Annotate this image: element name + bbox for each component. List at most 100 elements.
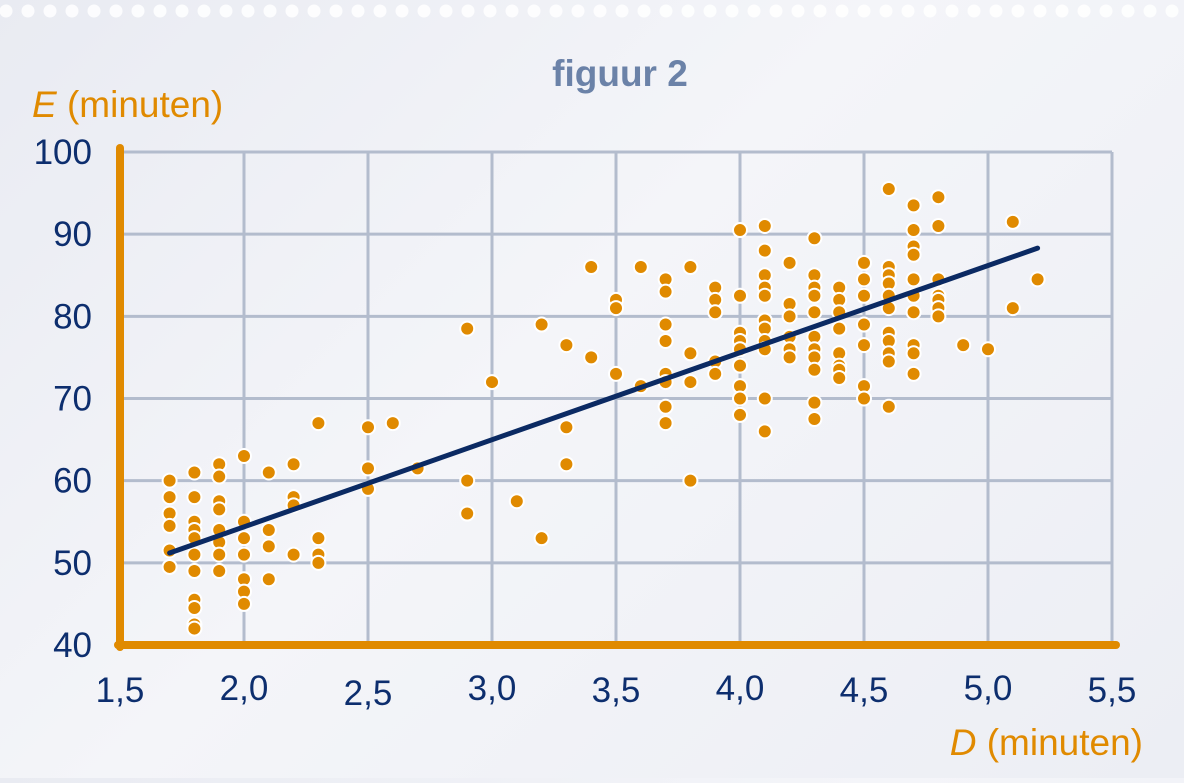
data-point <box>756 390 773 407</box>
perforation-hole <box>241 4 255 18</box>
perforation-hole <box>175 4 189 18</box>
y-tick-label: 40 <box>53 626 92 665</box>
data-point <box>211 468 228 485</box>
perforation-hole <box>417 4 431 18</box>
perforation-hole <box>197 4 211 18</box>
data-point <box>558 419 575 436</box>
data-point <box>186 489 203 506</box>
data-point <box>880 180 897 197</box>
data-points <box>161 180 1046 637</box>
x-tick-label: 4,5 <box>840 671 889 710</box>
data-point <box>831 320 848 337</box>
data-point <box>682 345 699 362</box>
data-point <box>186 600 203 617</box>
data-point <box>459 320 476 337</box>
y-tick-label: 80 <box>53 297 92 336</box>
y-axis-variable: E <box>32 84 58 125</box>
data-point <box>186 546 203 563</box>
data-point <box>186 464 203 481</box>
x-tick-label: 3,5 <box>592 671 641 710</box>
perforation-hole <box>1077 4 1091 18</box>
data-point <box>260 521 277 538</box>
perforation-hole <box>1099 4 1113 18</box>
data-point <box>236 448 252 465</box>
data-point <box>608 365 624 382</box>
data-point <box>1004 300 1021 317</box>
data-point <box>732 390 748 407</box>
data-point <box>161 472 178 489</box>
data-point <box>905 222 922 239</box>
perforation-hole <box>681 4 695 18</box>
perforation-hole <box>527 4 541 18</box>
data-point <box>310 415 327 432</box>
data-point <box>1004 213 1021 230</box>
y-tick-label: 90 <box>53 215 92 254</box>
data-point <box>657 316 674 333</box>
perforation-hole <box>109 4 123 18</box>
perforation-hole <box>637 4 651 18</box>
perforation-hole <box>1011 4 1025 18</box>
data-point <box>707 365 724 382</box>
perforation-hole <box>1033 4 1047 18</box>
data-point <box>806 361 823 378</box>
data-point <box>905 271 922 288</box>
perforation-hole <box>945 4 959 18</box>
data-point <box>905 246 922 263</box>
data-point <box>930 189 947 206</box>
data-point <box>285 456 302 473</box>
x-tick-label: 4,0 <box>716 669 765 708</box>
data-point <box>732 406 748 423</box>
data-point <box>781 308 798 325</box>
y-tick-label: 50 <box>53 544 92 583</box>
data-point <box>211 546 228 563</box>
data-point <box>161 489 178 506</box>
data-point <box>930 217 947 234</box>
perforation-hole <box>483 4 497 18</box>
data-point <box>285 546 302 563</box>
perforated-edge <box>0 4 1179 18</box>
data-point <box>533 316 550 333</box>
data-point <box>806 287 823 304</box>
tick-labels: 1,5 2,0 2,5 3,0 3,5 4,0 4,5 5,0 5,5 40 50 60 70 80 90 1… <box>34 133 1137 713</box>
data-point <box>459 505 476 522</box>
data-point <box>980 341 996 358</box>
data-point <box>558 456 575 473</box>
data-point <box>657 415 674 432</box>
data-point <box>260 464 277 481</box>
perforation-hole <box>571 4 585 18</box>
data-point <box>856 287 872 304</box>
perforation-hole <box>857 4 871 18</box>
perforation-hole <box>153 4 167 18</box>
y-tick-label: 60 <box>53 462 92 501</box>
data-point <box>657 332 674 349</box>
perforation-hole <box>615 4 629 18</box>
x-tick-label: 3,0 <box>468 669 517 708</box>
data-point <box>236 595 252 612</box>
perforation-hole <box>329 4 343 18</box>
perforation-hole <box>725 4 739 18</box>
perforation-hole <box>769 4 783 18</box>
data-point <box>856 271 872 288</box>
data-point <box>756 217 773 234</box>
data-point <box>236 546 252 563</box>
data-point <box>732 357 748 374</box>
data-point <box>781 254 798 271</box>
data-point <box>880 353 897 370</box>
perforation-hole <box>901 4 915 18</box>
data-point <box>360 419 376 436</box>
x-tick-label: 1,5 <box>96 671 145 710</box>
data-point <box>732 287 748 304</box>
data-point <box>161 558 178 575</box>
perforation-hole <box>791 4 805 18</box>
data-point <box>384 415 401 432</box>
perforation-hole <box>461 4 475 18</box>
data-point <box>533 530 550 547</box>
data-point <box>558 337 575 354</box>
data-point <box>236 530 252 547</box>
perforation-hole <box>593 4 607 18</box>
y-axis-unit: (minuten) <box>57 84 224 125</box>
data-point <box>756 242 773 259</box>
chart-title: figuur 2 <box>552 53 688 94</box>
data-point <box>756 423 773 440</box>
